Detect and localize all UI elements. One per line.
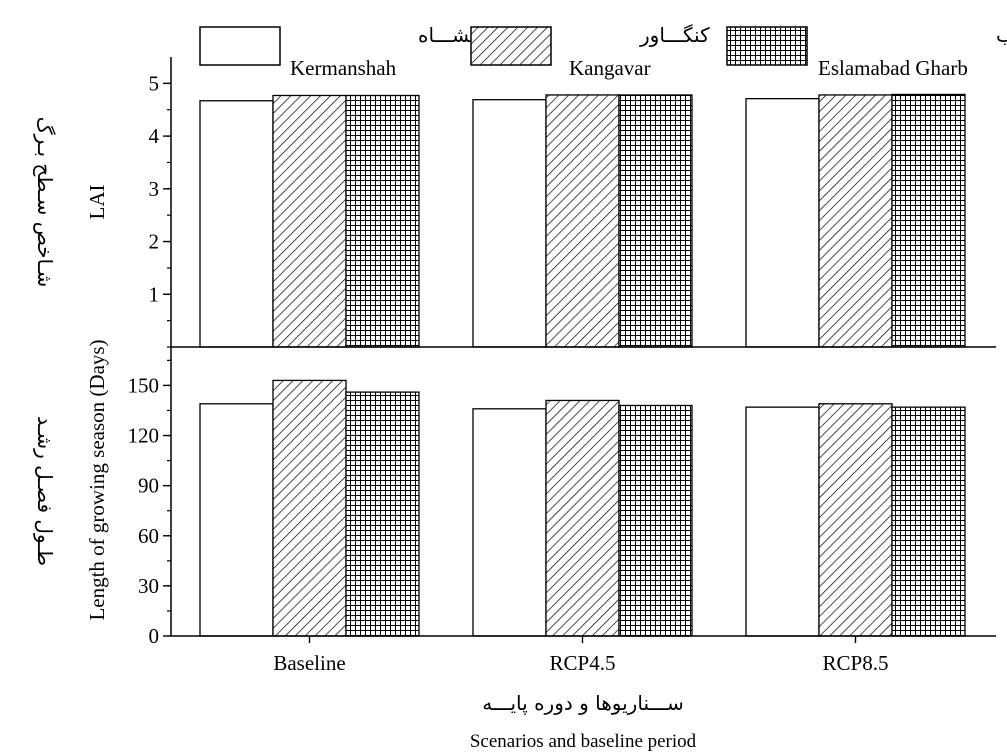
bar-season-rcp45-eslamabad	[618, 404, 693, 637]
bar-season-rcp45-kangavar	[545, 399, 620, 637]
bar-lai-rcp45-kangavar	[545, 94, 620, 348]
bar-season-rcp85-eslamabad	[891, 406, 966, 637]
bar-lai-rcp85-kangavar	[818, 94, 893, 348]
x-tick-label-baseline: Baseline	[273, 651, 345, 675]
legend-swatch-kangavar	[470, 26, 552, 66]
x-tick-label-rcp85: RCP8.5	[823, 651, 889, 675]
legend-swatch-eslamabad	[726, 26, 808, 66]
legend-label-fa-kangavar: کنگـــاور	[639, 23, 710, 47]
bar-lai-baseline-kangavar	[272, 94, 347, 348]
legend-swatch-kermanshah	[199, 26, 281, 66]
y-axis-title-lai: LAI	[85, 185, 109, 220]
y-axis-title-fa-lai: شـاخص سـطح بـرگ	[33, 117, 57, 288]
y-tick-label-lai-3: 3	[149, 177, 160, 201]
y-tick-label-season-60: 60	[138, 524, 159, 548]
y-axis-title-fa-growing-season: طـول فصـل رشـد	[33, 416, 57, 566]
legend-label-kangavar: Kangavar	[569, 56, 651, 80]
y-tick-label-lai-1: 1	[149, 282, 160, 306]
bar-lai-rcp85-kermanshah	[745, 98, 820, 348]
x-tick-label-rcp45: RCP4.5	[550, 651, 616, 675]
bar-season-rcp45-kermanshah	[472, 408, 547, 637]
bar-season-rcp85-kermanshah	[745, 406, 820, 637]
legend: کرمانشـــاه Kermanshah کنگـــاور Kangava…	[199, 22, 1007, 80]
y-axis-title-growing-season: Length of growing season (Days)	[85, 339, 109, 620]
bar-lai-rcp45-eslamabad	[618, 94, 693, 348]
bar-season-rcp85-kangavar	[818, 403, 893, 637]
legend-label-kermanshah: Kermanshah	[290, 56, 397, 80]
legend-label-eslamabad: Eslamabad Gharb	[818, 56, 968, 80]
bar-lai-rcp45-kermanshah	[472, 99, 547, 348]
x-axis-title-fa: ســـناریوها و دوره پایـــه	[482, 691, 684, 716]
bar-season-baseline-kermanshah	[199, 403, 274, 637]
y-tick-label-season-150: 150	[128, 373, 160, 397]
y-tick-label-season-90: 90	[138, 474, 159, 498]
y-tick-label-lai-4: 4	[149, 124, 160, 148]
legend-item-kangavar: کنگـــاور Kangavar	[470, 23, 710, 80]
legend-label-fa-eslamabad: اسـلام آبـاد غـرب	[996, 22, 1007, 47]
bar-lai-baseline-kermanshah	[199, 100, 274, 348]
growing-season-panel: 0 30 60 90 120 150 Baseline RCP4.5 RCP8.5	[128, 359, 966, 675]
bar-lai-rcp85-eslamabad	[891, 93, 966, 348]
bar-season-baseline-eslamabad	[345, 391, 420, 637]
x-axis-title: Scenarios and baseline period	[470, 731, 697, 752]
y-tick-label-season-0: 0	[149, 624, 160, 648]
legend-item-eslamabad: اسـلام آبـاد غـرب Eslamabad Gharb	[726, 22, 1007, 80]
legend-item-kermanshah: کرمانشـــاه Kermanshah	[199, 23, 513, 80]
y-tick-label-season-30: 30	[138, 574, 159, 598]
y-tick-label-season-120: 120	[128, 424, 160, 448]
bar-season-baseline-kangavar	[272, 379, 347, 637]
y-tick-label-lai-5: 5	[149, 71, 160, 95]
y-tick-label-lai-2: 2	[149, 230, 160, 254]
lai-panel: 1 2 3 4 5	[149, 71, 966, 348]
bar-lai-baseline-eslamabad	[345, 94, 420, 348]
